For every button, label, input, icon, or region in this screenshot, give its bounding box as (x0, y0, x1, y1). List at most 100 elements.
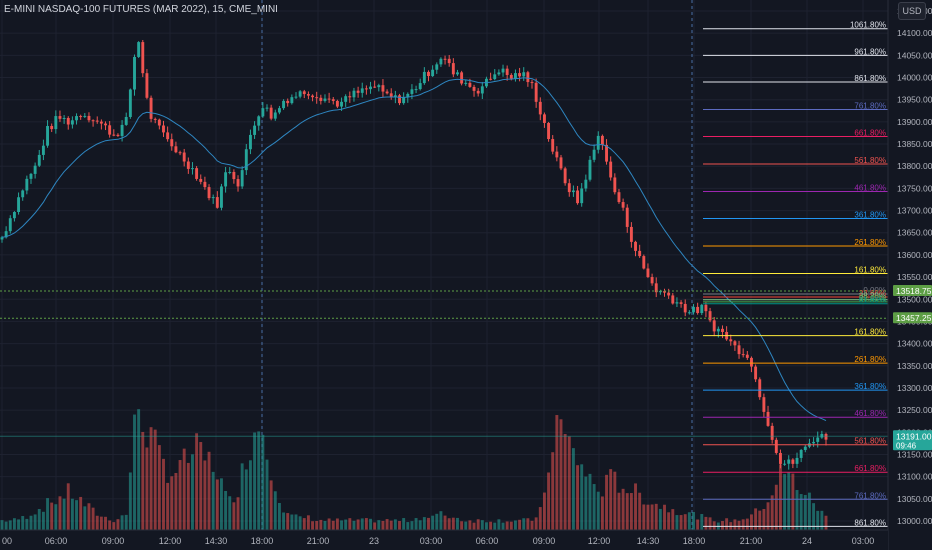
fib-level-label: 761.80% (854, 491, 886, 500)
candle-body (62, 117, 66, 119)
volume-bar (592, 484, 596, 530)
volume-bar (331, 520, 335, 530)
candle-body (41, 145, 45, 155)
time-axis[interactable]: 00 06:00 09:00 12:00 14:30 18:00 21:00 23 03:00 0… (0, 529, 888, 550)
volume-bar (340, 520, 343, 530)
candle-body (654, 283, 658, 293)
volume-bar (286, 513, 290, 530)
volume-bar (269, 480, 273, 530)
fib-level-label: 261.80% (854, 238, 886, 247)
candle-body (791, 459, 795, 464)
candle-body (580, 188, 584, 204)
candle-body (12, 212, 16, 219)
candle-body (178, 152, 182, 154)
volume-bar (323, 520, 327, 530)
price-badge[interactable] (893, 312, 932, 324)
candle-body (696, 306, 700, 314)
candle-body (253, 125, 257, 135)
candle-body (671, 295, 675, 304)
volume-bar (485, 522, 488, 530)
candle-body (431, 69, 435, 77)
candle-body (675, 302, 679, 304)
candle-body (422, 71, 426, 84)
volume-bar (166, 482, 170, 530)
price-badge[interactable] (893, 430, 932, 451)
volume-bar (617, 492, 621, 530)
fibonacci-extension[interactable]: 1061.80% 961.80% 861.80% 761.80% 661.80% 561.… (703, 21, 888, 528)
time-tick-label: 21:00 (740, 536, 763, 546)
volume-bar (298, 516, 302, 530)
candle-body (137, 42, 141, 57)
fib-level-label: 1061.80% (850, 21, 886, 30)
price-badge-label: 13191.00 (896, 431, 932, 441)
volume-bar (348, 518, 352, 530)
candle-body (389, 93, 393, 98)
volume-bar (21, 516, 25, 530)
volume-bar (530, 520, 534, 530)
volume-bar (803, 494, 807, 530)
price-axis[interactable]: 14150.0014100.0014050.0014000.0013950.00… (887, 0, 932, 550)
fib-level-label: 761.80% (854, 101, 886, 110)
volume-bar (8, 520, 12, 530)
price-tick-label: 13750.00 (897, 183, 932, 193)
candle-body (750, 357, 753, 367)
volume-bar (468, 520, 472, 530)
candle-body (418, 83, 422, 90)
volume-bar (373, 522, 377, 530)
candle-body (518, 73, 522, 77)
price-badge[interactable] (893, 284, 932, 296)
volume-bar (576, 465, 580, 530)
time-tick-label: 18:00 (251, 536, 274, 546)
volume-bar (410, 521, 414, 530)
candle-body (741, 354, 745, 356)
volume-bar (182, 448, 186, 530)
volume-bar (712, 521, 716, 530)
fib-level-label: 23.60% (859, 289, 886, 298)
volume-bar (522, 518, 526, 530)
candle-body (447, 58, 451, 64)
candle-body (410, 89, 414, 94)
volume-bar (253, 432, 257, 530)
volume-bar (456, 517, 459, 530)
horizontal-lines[interactable] (0, 290, 888, 437)
candle-body (398, 95, 401, 104)
candle-body (290, 97, 294, 104)
volume-bar (75, 500, 78, 530)
volume-bar (273, 491, 277, 530)
volume-bar (721, 521, 724, 530)
volume-bar (754, 508, 758, 530)
candle-body (605, 144, 608, 162)
candle-body (87, 115, 91, 121)
candle-body (236, 179, 240, 187)
time-tick-label: 12:00 (588, 536, 611, 546)
volume-bar (104, 516, 107, 530)
volume-bar (46, 498, 49, 530)
price-tick-label: 13850.00 (897, 139, 932, 149)
candle-body (414, 89, 418, 91)
price-tick-label: 13600.00 (897, 250, 932, 260)
volume-bar (779, 464, 782, 530)
candle-body (286, 100, 290, 104)
time-tick-label: 21:00 (307, 536, 330, 546)
candle-body (567, 183, 571, 193)
volume-bar (431, 515, 435, 530)
volume-bars (0, 409, 828, 530)
candle-body (248, 134, 252, 150)
candle-body (240, 170, 244, 187)
candle-body (0, 237, 4, 240)
candle-body (153, 118, 157, 120)
candle-body (493, 74, 497, 80)
grid-lines (0, 0, 888, 530)
currency-button[interactable]: USD (898, 2, 926, 20)
volume-bar (162, 458, 165, 530)
volume-bar (133, 414, 136, 530)
volume-bar (692, 511, 695, 530)
volume-bar (54, 504, 58, 530)
candle-body (513, 73, 517, 79)
volume-bar (41, 511, 45, 530)
candle-body (551, 139, 555, 152)
price-badge-label: 13457.25 (896, 313, 932, 323)
volume-bar (356, 519, 360, 530)
candle-body (340, 101, 343, 107)
